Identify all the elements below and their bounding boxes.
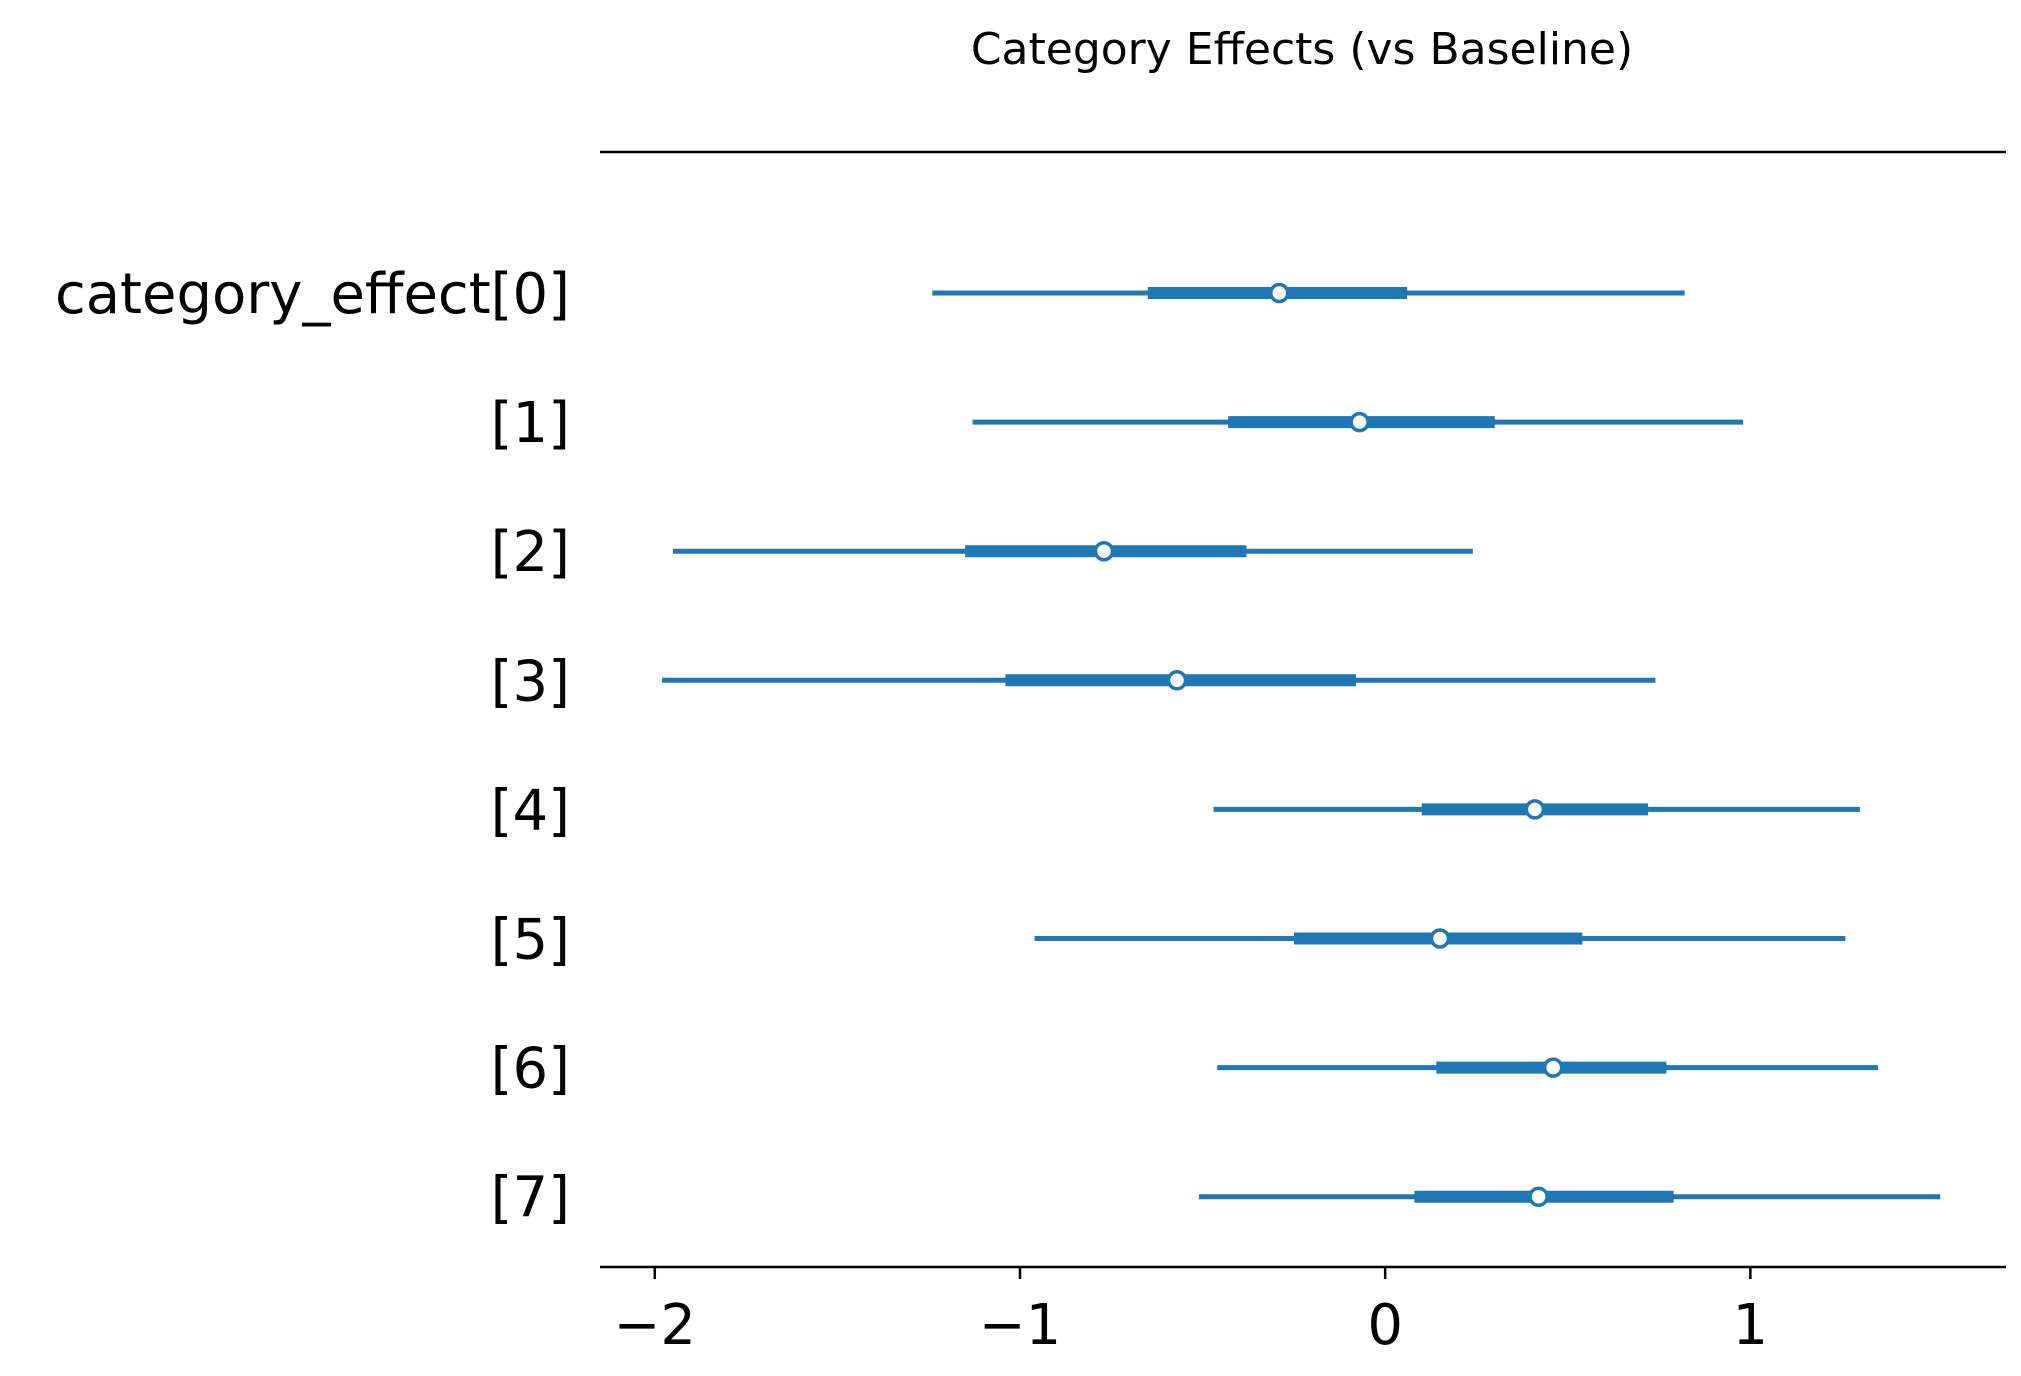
mean-point bbox=[1542, 1057, 1564, 1078]
plot-area bbox=[662, 282, 1941, 1207]
row-label: [5] bbox=[491, 908, 570, 973]
x-tick-label: −2 bbox=[613, 1293, 696, 1358]
row-label: [1] bbox=[491, 391, 570, 456]
y-axis-labels: category_effect[0] [1] [2] [3] [4] [5] [6] [7] bbox=[55, 262, 570, 1231]
mean-point bbox=[1349, 411, 1370, 433]
mean-point bbox=[1093, 540, 1115, 562]
mean-point bbox=[1429, 928, 1451, 949]
row-label: [4] bbox=[491, 778, 570, 843]
row-label: category_effect[0] bbox=[55, 262, 570, 327]
mean-point bbox=[1269, 282, 1290, 304]
chart-title: Category Effects (vs Baseline) bbox=[971, 24, 1633, 75]
row-label: [7] bbox=[491, 1166, 570, 1231]
row-label: [2] bbox=[491, 520, 570, 585]
x-tick-label: 1 bbox=[1733, 1293, 1769, 1358]
mean-point bbox=[1528, 1186, 1549, 1207]
mean-point bbox=[1166, 670, 1188, 691]
row-label: [3] bbox=[491, 649, 570, 714]
x-tick-label: 0 bbox=[1367, 1293, 1403, 1358]
mean-point bbox=[1524, 799, 1546, 820]
x-tick-label: −1 bbox=[979, 1293, 1062, 1358]
x-axis-ticks: −2 −1 0 1 bbox=[613, 1267, 1768, 1358]
row-label: [6] bbox=[491, 1037, 570, 1102]
